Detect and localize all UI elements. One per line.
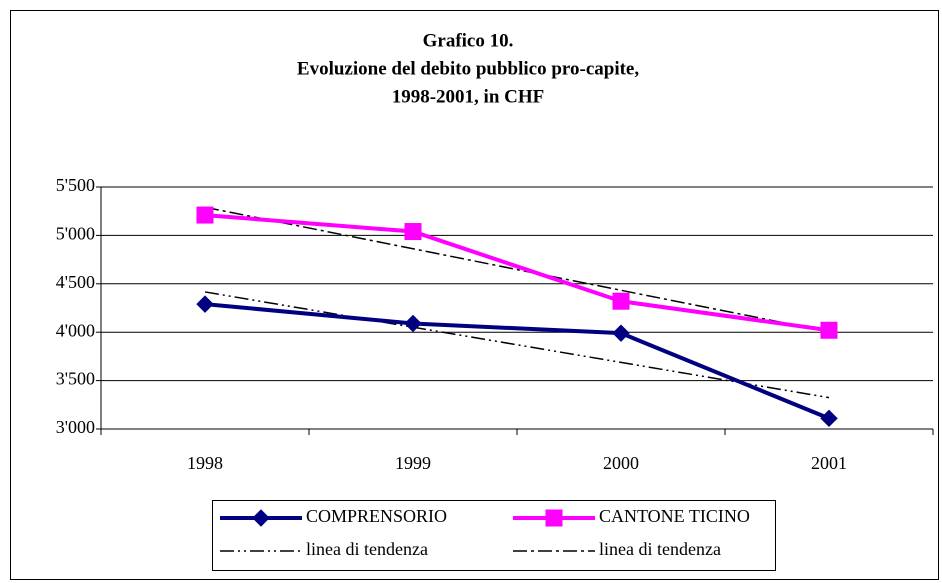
point bbox=[196, 206, 214, 224]
x-tick-label: 2000 bbox=[603, 453, 639, 473]
y-tick-label: 3'500 bbox=[56, 369, 95, 389]
point bbox=[196, 295, 214, 313]
y-tick-label: 4'000 bbox=[56, 320, 95, 340]
point bbox=[820, 409, 838, 428]
x-tick-label: 2001 bbox=[811, 453, 847, 473]
legend-label: linea di tendenza bbox=[599, 539, 721, 559]
legend-marker bbox=[545, 509, 563, 527]
series-line bbox=[204, 213, 830, 333]
series-line bbox=[204, 302, 830, 421]
y-tick-label: 3'000 bbox=[56, 417, 95, 437]
x-tick-label: 1999 bbox=[395, 453, 431, 473]
point bbox=[612, 292, 630, 310]
point bbox=[404, 314, 422, 333]
y-tick-label: 4'500 bbox=[56, 272, 95, 292]
legend-box bbox=[212, 500, 776, 571]
legend-label: COMPRENSORIO bbox=[306, 506, 447, 526]
chart-title: 1998-2001, in CHF bbox=[392, 86, 545, 107]
legend-label: CANTONE TICINO bbox=[599, 506, 750, 526]
point bbox=[820, 321, 838, 339]
trend-line bbox=[204, 206, 830, 333]
x-tick-label: 1998 bbox=[187, 453, 223, 473]
legend-marker bbox=[252, 509, 270, 527]
y-tick-label: 5'000 bbox=[56, 224, 95, 244]
chart-border bbox=[10, 10, 939, 580]
point bbox=[404, 223, 422, 241]
point bbox=[612, 324, 630, 342]
legend-label: linea di tendenza bbox=[306, 539, 428, 559]
chart-title: Evoluzione del debito pubblico pro-capit… bbox=[297, 58, 639, 79]
y-tick-label: 5'500 bbox=[56, 175, 95, 195]
chart-title: Grafico 10. bbox=[423, 30, 514, 51]
